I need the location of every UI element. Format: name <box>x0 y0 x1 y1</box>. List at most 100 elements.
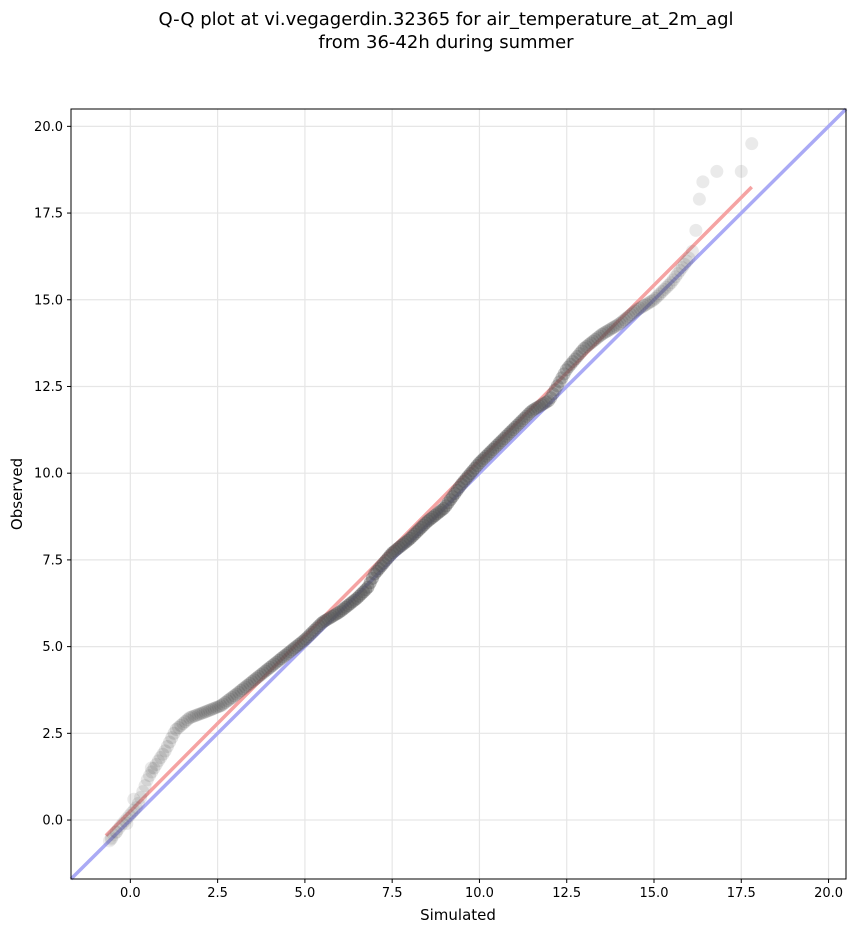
data-point-72 <box>263 661 277 675</box>
data-point-87 <box>296 634 310 648</box>
data-point-268 <box>692 192 706 206</box>
data-point-56 <box>227 689 241 703</box>
y-axis-title: Observed <box>8 458 26 530</box>
data-point-19 <box>145 765 159 779</box>
data-point-146 <box>428 509 442 523</box>
data-point-177 <box>497 431 511 445</box>
data-point-37 <box>185 710 199 724</box>
data-point-46 <box>205 702 219 716</box>
x-tick-label-8: 20.0 <box>814 886 843 901</box>
data-point-236 <box>628 304 642 318</box>
data-point-85 <box>292 637 306 651</box>
data-point-83 <box>287 641 301 655</box>
y-tick-label-7: 17.5 <box>34 207 63 222</box>
y-tick-label-2: 5.0 <box>42 640 63 655</box>
data-point-216 <box>584 336 598 350</box>
data-point-256 <box>673 264 687 278</box>
data-point-237 <box>631 303 645 317</box>
data-point-68 <box>254 668 268 682</box>
data-point-33 <box>176 717 190 731</box>
data-point-222 <box>597 326 611 340</box>
data-point-95 <box>314 617 328 631</box>
data-point-190 <box>526 403 540 417</box>
data-point-63 <box>243 676 257 690</box>
x-tick-label-3: 7.5 <box>382 886 403 901</box>
data-point-267 <box>689 223 703 237</box>
data-point-153 <box>443 493 457 507</box>
data-point-131 <box>394 539 408 553</box>
data-point-101 <box>328 608 342 622</box>
data-point-217 <box>586 334 600 348</box>
data-point-184 <box>513 416 527 430</box>
data-point-159 <box>457 474 471 488</box>
fit-reference-line <box>104 185 753 837</box>
data-point-45 <box>203 703 217 717</box>
data-point-58 <box>232 685 246 699</box>
data-point-75 <box>270 655 284 669</box>
data-point-65 <box>247 673 261 687</box>
data-point-240 <box>637 299 651 313</box>
data-point-44 <box>200 704 214 718</box>
data-point-3 <box>109 825 123 839</box>
data-point-194 <box>535 398 549 412</box>
data-point-215 <box>582 338 596 352</box>
data-point-25 <box>158 744 172 758</box>
data-point-220 <box>593 329 607 343</box>
data-point-162 <box>463 466 477 480</box>
data-points <box>102 137 759 848</box>
data-point-173 <box>488 440 502 454</box>
x-tick-label-4: 10.0 <box>465 886 494 901</box>
data-point-198 <box>544 391 558 405</box>
data-point-49 <box>212 700 226 714</box>
data-point-29 <box>167 726 181 740</box>
data-point-255 <box>671 267 685 281</box>
data-point-36 <box>183 711 197 725</box>
data-point-81 <box>283 645 297 659</box>
data-point-30 <box>169 722 183 736</box>
data-point-134 <box>401 533 415 547</box>
data-point-102 <box>330 607 344 621</box>
data-point-187 <box>519 409 533 423</box>
data-point-243 <box>644 295 658 309</box>
data-point-117 <box>363 576 377 590</box>
data-point-125 <box>381 551 395 565</box>
data-point-119 <box>368 567 382 581</box>
data-point-259 <box>680 254 694 268</box>
data-point-31 <box>171 720 185 734</box>
data-point-50 <box>214 699 228 713</box>
data-point-17 <box>140 773 154 787</box>
data-point-165 <box>470 459 484 473</box>
data-point-8 <box>120 811 134 825</box>
x-tick-label-1: 2.5 <box>207 886 228 901</box>
data-point-1 <box>105 831 119 845</box>
data-point-6 <box>116 817 130 831</box>
data-point-11 <box>127 803 141 817</box>
data-point-2 <box>107 828 121 842</box>
data-point-116 <box>361 580 375 594</box>
y-tick-label-6: 15.0 <box>34 293 63 308</box>
data-point-269 <box>696 175 710 189</box>
data-point-203 <box>555 371 569 385</box>
data-point-21 <box>149 757 163 771</box>
data-point-80 <box>281 646 295 660</box>
data-point-244 <box>646 293 660 307</box>
data-point-32 <box>174 719 188 733</box>
data-point-121 <box>372 562 386 576</box>
data-point-192 <box>530 400 544 414</box>
data-point-42 <box>196 706 210 720</box>
data-point-152 <box>441 496 455 510</box>
data-point-47 <box>207 701 221 715</box>
data-point-229 <box>613 316 627 330</box>
data-point-206 <box>562 360 576 374</box>
data-point-241 <box>640 297 654 311</box>
data-point-261 <box>104 832 118 846</box>
data-point-23 <box>154 751 168 765</box>
data-point-168 <box>477 451 491 465</box>
data-point-179 <box>501 427 515 441</box>
data-point-249 <box>657 282 671 296</box>
x-tick-label-7: 17.5 <box>727 886 756 901</box>
x-tick-label-2: 5.0 <box>295 886 316 901</box>
data-point-238 <box>633 301 647 315</box>
data-point-135 <box>403 531 417 545</box>
